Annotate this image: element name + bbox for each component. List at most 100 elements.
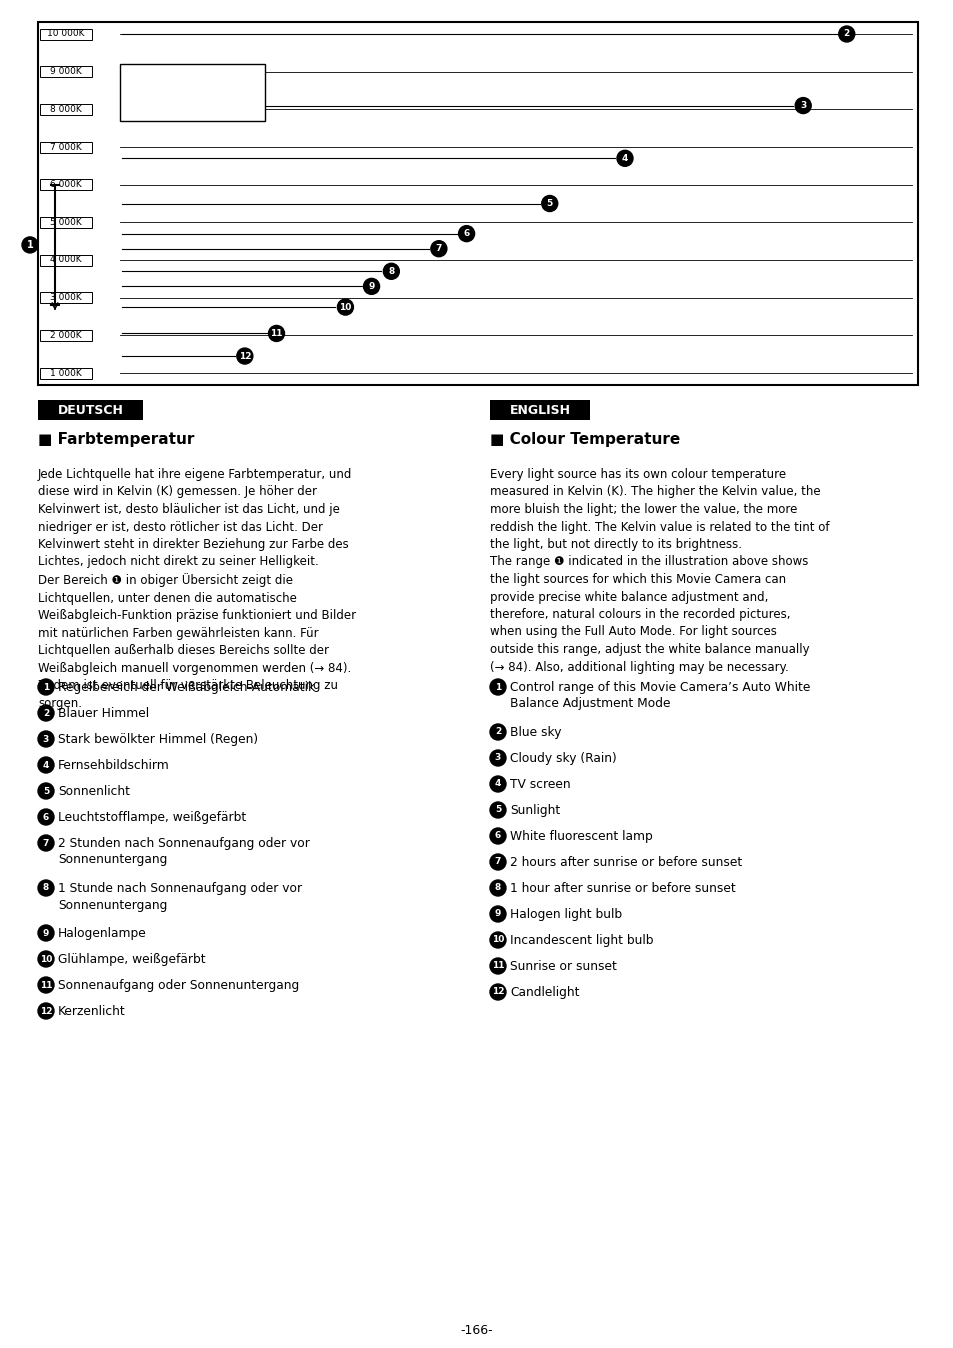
Text: 12: 12 (491, 988, 504, 996)
Text: 5: 5 (546, 200, 553, 208)
Text: Glühlampe, weißgefärbt: Glühlampe, weißgefärbt (58, 953, 206, 967)
Circle shape (38, 783, 54, 799)
Bar (40, 28, 91, 39)
Text: White fluorescent lamp: White fluorescent lamp (510, 830, 652, 842)
Text: 1 hour after sunrise or before sunset: 1 hour after sunrise or before sunset (510, 882, 735, 895)
Bar (40, 330, 91, 341)
Text: 7: 7 (495, 857, 500, 867)
Text: 2 Stunden nach Sonnenaufgang oder vor
Sonnenuntergang: 2 Stunden nach Sonnenaufgang oder vor So… (58, 837, 310, 867)
Text: 2: 2 (842, 30, 849, 39)
Text: 3: 3 (43, 735, 49, 744)
Text: 3 000K: 3 000K (51, 293, 82, 302)
Text: 12: 12 (238, 352, 251, 360)
Circle shape (490, 749, 505, 766)
Bar (40, 66, 91, 77)
Text: 2 hours after sunrise or before sunset: 2 hours after sunrise or before sunset (510, 856, 741, 869)
Circle shape (490, 802, 505, 818)
Circle shape (490, 776, 505, 793)
Text: Leuchtstofflampe, weißgefärbt: Leuchtstofflampe, weißgefärbt (58, 811, 246, 824)
Text: ■ Farbtemperatur: ■ Farbtemperatur (38, 431, 194, 448)
Text: 10 000K: 10 000K (48, 30, 85, 39)
Circle shape (268, 325, 284, 341)
Text: Every light source has its own colour temperature
measured in Kelvin (K). The hi: Every light source has its own colour te… (490, 468, 828, 674)
Text: 8: 8 (495, 883, 500, 892)
Text: 6: 6 (43, 813, 49, 821)
Circle shape (38, 977, 54, 993)
Text: 12: 12 (40, 1007, 52, 1015)
Text: 7: 7 (436, 244, 441, 253)
Text: Control range of this Movie Camera’s Auto White
Balance Adjustment Mode: Control range of this Movie Camera’s Aut… (510, 681, 809, 710)
Circle shape (795, 97, 810, 113)
Text: Regelbereich der Weißabgleich-Automatik: Regelbereich der Weißabgleich-Automatik (58, 681, 314, 694)
Text: 9 000K: 9 000K (51, 67, 82, 77)
Text: 9: 9 (43, 929, 50, 937)
Circle shape (38, 834, 54, 851)
Text: 4: 4 (621, 154, 627, 163)
Text: 6: 6 (463, 229, 469, 239)
Text: Blue sky: Blue sky (510, 727, 561, 739)
Bar (40, 368, 91, 379)
Circle shape (490, 679, 505, 696)
Circle shape (38, 880, 54, 896)
Text: 8 000K: 8 000K (51, 105, 82, 113)
Text: 2: 2 (495, 728, 500, 736)
Text: 1: 1 (43, 682, 49, 692)
Bar (38, 400, 143, 421)
Circle shape (38, 758, 54, 772)
Text: 5: 5 (43, 786, 49, 795)
Circle shape (38, 809, 54, 825)
Text: 11: 11 (40, 980, 52, 989)
Text: 4: 4 (495, 779, 500, 789)
Circle shape (490, 724, 505, 740)
Circle shape (458, 225, 474, 241)
Text: 1: 1 (27, 240, 33, 249)
Bar (120, 65, 265, 120)
Text: Kerzenlicht: Kerzenlicht (58, 1006, 126, 1018)
Circle shape (490, 931, 505, 948)
Bar (40, 255, 91, 266)
Text: 1 000K: 1 000K (51, 368, 82, 377)
Text: 11: 11 (270, 329, 282, 338)
Circle shape (38, 679, 54, 696)
Circle shape (490, 958, 505, 975)
Circle shape (490, 984, 505, 1000)
Circle shape (490, 828, 505, 844)
Text: Sonnenlicht: Sonnenlicht (58, 785, 130, 798)
Text: Sonnenaufgang oder Sonnenuntergang: Sonnenaufgang oder Sonnenuntergang (58, 979, 299, 992)
Text: 2: 2 (43, 709, 49, 717)
Circle shape (838, 26, 854, 42)
Text: 10: 10 (40, 954, 52, 964)
Text: Stark bewölkter Himmel (Regen): Stark bewölkter Himmel (Regen) (58, 733, 258, 745)
Text: 1 Stunde nach Sonnenaufgang oder vor
Sonnenuntergang: 1 Stunde nach Sonnenaufgang oder vor Son… (58, 882, 302, 911)
Text: 6 000K: 6 000K (51, 181, 82, 189)
Text: Incandescent light bulb: Incandescent light bulb (510, 934, 653, 948)
Text: TV screen: TV screen (510, 778, 570, 791)
Circle shape (383, 263, 399, 279)
Text: 2 000K: 2 000K (51, 330, 82, 340)
Bar (40, 104, 91, 115)
Text: ENGLISH: ENGLISH (509, 403, 570, 417)
Text: 6: 6 (495, 832, 500, 841)
Circle shape (431, 241, 446, 256)
Circle shape (22, 237, 38, 253)
Text: 7 000K: 7 000K (51, 143, 82, 151)
Bar (490, 400, 589, 421)
Text: Blauer Himmel: Blauer Himmel (58, 706, 149, 720)
Text: 11: 11 (491, 961, 504, 971)
Circle shape (490, 906, 505, 922)
Text: Halogen light bulb: Halogen light bulb (510, 909, 621, 921)
Bar (40, 142, 91, 152)
Text: 10: 10 (492, 936, 503, 945)
Text: Sunrise or sunset: Sunrise or sunset (510, 960, 617, 973)
Text: 5 000K: 5 000K (51, 218, 82, 226)
Circle shape (490, 855, 505, 869)
Text: 5: 5 (495, 806, 500, 814)
Circle shape (363, 279, 379, 294)
Text: Jede Lichtquelle hat ihre eigene Farbtemperatur, und
diese wird in Kelvin (K) ge: Jede Lichtquelle hat ihre eigene Farbtem… (38, 468, 355, 710)
Circle shape (38, 925, 54, 941)
Text: Halogenlampe: Halogenlampe (58, 927, 147, 940)
Text: 9: 9 (495, 910, 500, 918)
Circle shape (38, 1003, 54, 1019)
Text: Candlelight: Candlelight (510, 985, 578, 999)
Text: 10: 10 (339, 302, 352, 311)
